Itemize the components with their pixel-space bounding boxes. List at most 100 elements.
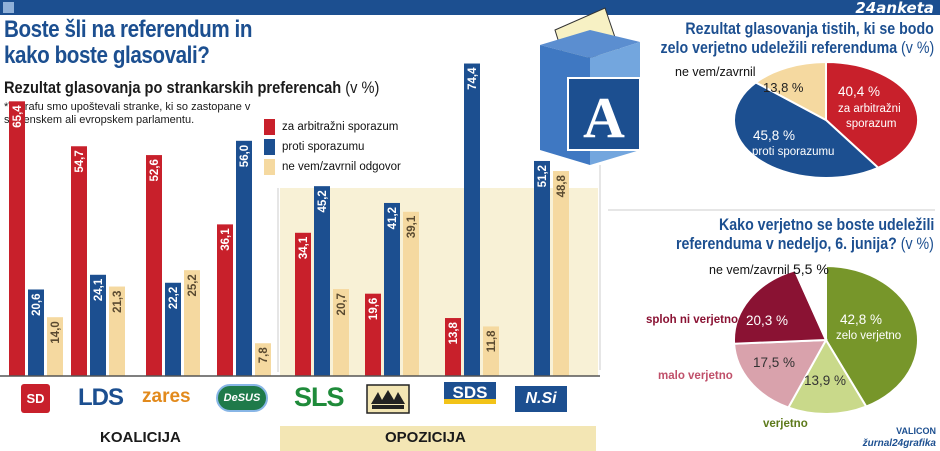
bar-lds-s2	[109, 286, 125, 376]
logo-sns-emblem	[366, 384, 410, 414]
legend-item-unsure: ne vem/zavrnil odgovor	[264, 158, 401, 176]
pie2-value-likely: 13,9 %	[804, 373, 847, 388]
pie2-title-line1: Kako verjetno se boste udeležili	[718, 216, 934, 234]
bar-label-sls-s2: 20,7	[336, 293, 348, 315]
ballot-box-illustration: A	[540, 7, 641, 165]
bar-label-sds-s2: 11,8	[486, 330, 498, 352]
bar-sds-s0	[445, 318, 461, 376]
bar-label-sls-s1: 45,2	[317, 190, 329, 212]
pie2-value-none: 20,3 %	[746, 313, 789, 328]
pie1-title-unit: (v %)	[900, 39, 934, 57]
bar-label-zares-s2: 25,2	[187, 274, 199, 296]
bar-sd-s2	[47, 317, 63, 376]
legend-swatch-blue	[264, 139, 275, 155]
pie2-slice-0	[825, 264, 919, 408]
bar-sls-s0	[295, 232, 311, 376]
bar-label-zares-s0: 52,6	[149, 159, 161, 181]
credit-zurnal24: žurnal24grafika	[862, 438, 936, 449]
pie1-label-for-2: sporazum	[846, 118, 897, 130]
bar-label-desus-s2: 7,8	[258, 347, 270, 364]
logo-sls: SLS	[294, 382, 345, 413]
pie1-slice-0	[825, 60, 919, 169]
bar-sd-s0	[9, 101, 25, 376]
bar-sns-s1	[384, 202, 400, 376]
logo-desus-text: DeSUS	[223, 392, 261, 404]
pie1-label-for-1: za arbitražni	[838, 103, 901, 115]
subtitle-unit: (v %)	[345, 78, 380, 97]
pie2-slice-2	[733, 338, 828, 409]
bar-chart: 65,4 20,6 14,0 54,7 24,1 21,3 52,6 22,2 25,2 36,1…	[9, 63, 569, 377]
pie1-value-against: 45,8 %	[753, 128, 796, 143]
bar-label-desus-s1: 56,0	[239, 145, 251, 167]
pie2-title-line2: referenduma v nedeljo, 6. junija? (v %)	[676, 235, 934, 254]
pie2-title-text: referenduma v nedeljo, 6. junija?	[676, 235, 897, 253]
pie1-slice-1	[733, 81, 881, 179]
bar-lds-s1	[90, 274, 106, 376]
pie1-label-against: proti sporazumu	[752, 146, 835, 158]
sns-emblem-base	[372, 405, 404, 409]
brand-logo: 24anketa	[855, 0, 934, 17]
subtitle-text: Rezultat glasovanja po strankarskih pref…	[4, 78, 342, 97]
bar-sns-s0	[365, 293, 381, 376]
logo-sls-text: SLS	[294, 382, 345, 412]
bar-zares-s0	[146, 155, 162, 376]
logo-sd: SD	[21, 384, 50, 413]
bar-nsi-s1	[534, 160, 550, 376]
bar-lds-s0	[71, 146, 87, 376]
pie1-slice-2	[753, 60, 827, 122]
pie2-label-very: zelo verjetno	[836, 330, 902, 342]
legend-swatch-cream	[264, 159, 275, 175]
footnote-line2: slovenskem ali evropskem parlamentu.	[4, 114, 195, 126]
pie2-label-likely: verjetno	[763, 418, 808, 430]
pie1-title-line2: zelo verjetno udeležili referenduma (v %…	[660, 39, 934, 58]
bar-label-nsi-s1: 51,2	[537, 165, 549, 187]
pie2-label-none: sploh ni verjetno	[646, 314, 739, 326]
logo-desus: DeSUS	[216, 384, 268, 412]
bar-label-sds-s0: 13,8	[448, 321, 460, 344]
legend-swatch-red	[264, 119, 275, 135]
bar-label-sls-s0: 34,1	[298, 236, 310, 259]
logo-sds-text: SDS	[452, 383, 488, 402]
bar-sns-s2	[403, 211, 419, 376]
bar-label-lds-s2: 21,3	[112, 291, 124, 313]
pie2-title-unit: (v %)	[900, 235, 934, 253]
logo-lds-text: LDS	[78, 384, 124, 411]
pie1-title-line1: Rezultat glasovanja tistih, ki se bodo	[685, 20, 934, 38]
legend-item-for: za arbitražni sporazum	[264, 118, 398, 136]
sns-emblem-shape	[371, 390, 405, 404]
bar-sls-s2	[333, 289, 349, 376]
logo-zares-text: zares	[142, 386, 191, 407]
bar-desus-s2	[255, 343, 271, 376]
pie1-value-unsure: 13,8 %	[763, 80, 804, 95]
main-title-line1: Boste šli na referendum in	[4, 16, 253, 43]
ballot-letter: A	[583, 85, 625, 150]
bar-chart-subtitle: Rezultat glasovanja po strankarskih pref…	[4, 78, 379, 98]
logo-nsi: N.Si	[515, 386, 567, 412]
pie1-title-text: zelo verjetno udeležili referenduma	[660, 39, 897, 57]
pie1-value-for: 40,4 %	[838, 84, 881, 99]
logo-sd-text: SD	[26, 391, 45, 406]
bar-sd-s1	[28, 289, 44, 376]
logo-sds: SDS	[444, 382, 496, 404]
bar-label-desus-s0: 36,1	[220, 228, 232, 251]
bar-label-sns-s1: 41,2	[387, 207, 399, 229]
bar-desus-s1	[236, 140, 252, 376]
group-koalicija-band	[5, 426, 277, 451]
bar-nsi-s2	[553, 171, 569, 376]
bar-label-sns-s0: 19,6	[368, 298, 380, 320]
bar-legend: za arbitražni sporazum proti sporazumu n…	[258, 108, 410, 184]
bar-label-sd-s0: 65,4	[12, 105, 24, 128]
ballot-box-top	[540, 30, 640, 58]
pie2-value-unsure: 5,5 %	[793, 261, 829, 277]
bar-sds-s1	[464, 63, 480, 377]
pie2-value-very: 42,8 %	[840, 312, 883, 327]
logo-zares: zares	[142, 386, 191, 408]
pie-chart-result	[733, 60, 919, 179]
topbar-square	[3, 2, 14, 13]
bar-label-zares-s1: 22,2	[168, 287, 180, 309]
legend-label-unsure: ne vem/zavrnil odgovor	[282, 161, 401, 173]
bar-label-sds-s1: 74,4	[467, 67, 479, 90]
bar-label-sd-s1: 20,6	[31, 293, 43, 315]
pie2-label-unsure: ne vem/zavrnil	[709, 263, 790, 277]
